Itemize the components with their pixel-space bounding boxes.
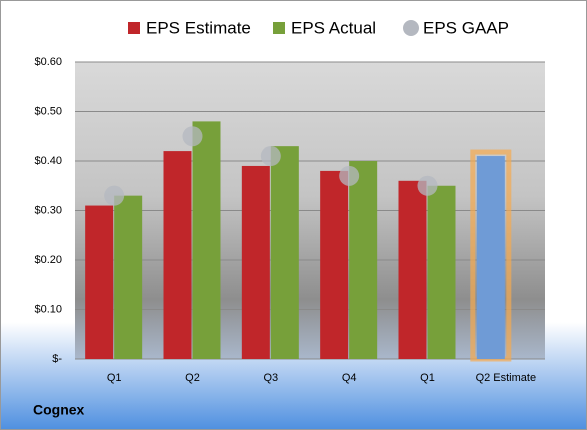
bar: [241, 165, 270, 359]
y-tick-label: $0.20: [34, 254, 62, 266]
legend-swatch: [403, 20, 419, 36]
legend-label: EPS GAAP: [423, 18, 509, 37]
bar: [398, 180, 427, 359]
gaap-dot: [260, 146, 281, 167]
x-tick-label: Q4: [342, 372, 357, 384]
y-tick-label: $0.60: [34, 56, 62, 68]
y-tick-label: $0.50: [34, 105, 62, 117]
bar: [163, 151, 192, 359]
x-tick-label: Q1: [107, 372, 122, 384]
x-tick-label: Q1: [420, 372, 435, 384]
y-tick-label: $0.30: [34, 204, 62, 216]
bar: [349, 161, 378, 359]
legend-swatch: [128, 22, 140, 34]
y-tick-label: $-: [52, 353, 62, 365]
x-tick-label: Q3: [263, 372, 278, 384]
gaap-dot: [182, 126, 203, 147]
x-tick-label: Q2: [185, 372, 200, 384]
bar: [476, 156, 505, 359]
gaap-dot: [417, 175, 438, 196]
legend-label: EPS Actual: [291, 18, 376, 37]
bar: [192, 121, 221, 360]
legend-swatch: [273, 22, 285, 34]
bar: [320, 170, 349, 359]
gaap-dot: [339, 165, 360, 186]
chart-title: Cognex: [33, 402, 85, 418]
gaap-dot: [104, 185, 125, 206]
bar: [427, 185, 456, 359]
bar: [114, 195, 143, 359]
y-tick-label: $0.10: [34, 303, 62, 315]
bar: [270, 146, 299, 359]
bar: [85, 205, 114, 359]
y-tick-label: $0.40: [34, 155, 62, 167]
x-tick-label: Q2 Estimate: [476, 372, 537, 384]
legend-label: EPS Estimate: [146, 18, 251, 37]
